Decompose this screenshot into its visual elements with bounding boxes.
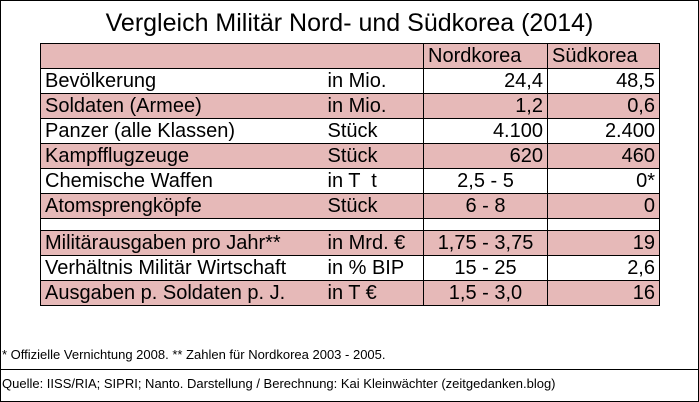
row-label: Panzer (alle Klassen) bbox=[40, 118, 324, 144]
row-label: Militärausgaben pro Jahr** bbox=[40, 230, 324, 256]
table-row: Militärausgaben pro Jahr** in Mrd. € 1,7… bbox=[40, 230, 660, 256]
row-unit: in T t bbox=[323, 168, 424, 194]
table-spacer-row bbox=[40, 218, 660, 231]
value-nordkorea: 15 - 25 bbox=[423, 255, 548, 281]
column-header-nordkorea: Nordkorea bbox=[423, 43, 548, 69]
value-suedkorea: 2.400 bbox=[547, 118, 660, 144]
table-row: Atomsprengköpfe Stück 6 - 8 0 bbox=[40, 193, 660, 219]
table-header-row: Nordkorea Südkorea bbox=[40, 43, 660, 69]
column-header-suedkorea: Südkorea bbox=[547, 43, 660, 69]
value-nordkorea: 1,5 - 3,0 bbox=[423, 280, 548, 306]
value-nordkorea: 1,75 - 3,75 bbox=[423, 230, 548, 256]
spacer-cell bbox=[40, 218, 424, 231]
value-suedkorea: 0,6 bbox=[547, 93, 660, 119]
chart-title: Vergleich Militär Nord- und Südkorea (20… bbox=[105, 9, 594, 37]
row-label: Soldaten (Armee) bbox=[40, 93, 324, 119]
header-empty-cell bbox=[40, 43, 424, 69]
row-unit: Stück bbox=[323, 143, 424, 169]
row-unit: in Mio. bbox=[323, 68, 424, 94]
footnote-divider bbox=[0, 369, 699, 370]
value-nordkorea: 2,5 - 5 bbox=[423, 168, 548, 194]
row-unit: Stück bbox=[323, 118, 424, 144]
row-unit: in Mrd. € bbox=[323, 230, 424, 256]
value-suedkorea: 16 bbox=[547, 280, 660, 306]
table-row: Verhältnis Militär Wirtschaft in % BIP 1… bbox=[40, 255, 660, 281]
value-suedkorea: 48,5 bbox=[547, 68, 660, 94]
table-row: Kampfflugzeuge Stück 620 460 bbox=[40, 143, 660, 169]
table-row: Ausgaben p. Soldaten p. J. in T € 1,5 - … bbox=[40, 280, 660, 306]
spacer-cell bbox=[547, 218, 660, 231]
spacer-cell bbox=[423, 218, 548, 231]
value-suedkorea: 0 bbox=[547, 193, 660, 219]
value-suedkorea: 460 bbox=[547, 143, 660, 169]
row-label: Ausgaben p. Soldaten p. J. bbox=[40, 280, 324, 306]
row-unit: in Mio. bbox=[323, 93, 424, 119]
value-suedkorea: 2,6 bbox=[547, 255, 660, 281]
row-unit: in % BIP bbox=[323, 255, 424, 281]
table-row: Panzer (alle Klassen) Stück 4.100 2.400 bbox=[40, 118, 660, 144]
footnote: * Offizielle Vernichtung 2008. ** Zahlen… bbox=[2, 347, 386, 362]
table-row: Bevölkerung in Mio. 24,4 48,5 bbox=[40, 68, 660, 94]
row-label: Kampfflugzeuge bbox=[40, 143, 324, 169]
row-label: Atomsprengköpfe bbox=[40, 193, 324, 219]
value-nordkorea: 1,2 bbox=[423, 93, 548, 119]
comparison-table: Nordkorea Südkorea Bevölkerung in Mio. 2… bbox=[40, 43, 660, 306]
row-unit: Stück bbox=[323, 193, 424, 219]
value-nordkorea: 24,4 bbox=[423, 68, 548, 94]
table-row: Soldaten (Armee) in Mio. 1,2 0,6 bbox=[40, 93, 660, 119]
value-nordkorea: 4.100 bbox=[423, 118, 548, 144]
row-label: Bevölkerung bbox=[40, 68, 324, 94]
source-note: Quelle: IISS/RIA; SIPRI; Nanto. Darstell… bbox=[2, 376, 556, 391]
row-label: Verhältnis Militär Wirtschaft bbox=[40, 255, 324, 281]
row-label: Chemische Waffen bbox=[40, 168, 324, 194]
value-nordkorea: 6 - 8 bbox=[423, 193, 548, 219]
value-suedkorea: 19 bbox=[547, 230, 660, 256]
table-row: Chemische Waffen in T t 2,5 - 5 0* bbox=[40, 168, 660, 194]
row-unit: in T € bbox=[323, 280, 424, 306]
value-suedkorea: 0* bbox=[547, 168, 660, 194]
value-nordkorea: 620 bbox=[423, 143, 548, 169]
